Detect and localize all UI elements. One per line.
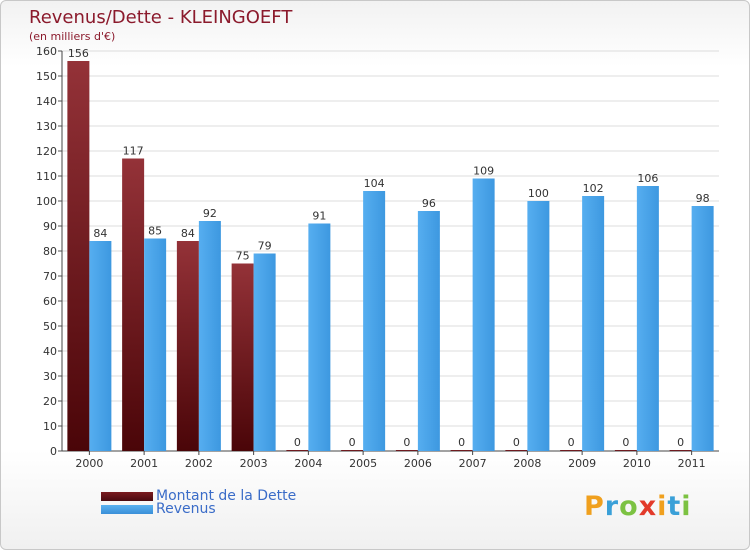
bar-dette xyxy=(395,450,418,451)
x-tick-label: 2006 xyxy=(404,457,432,470)
bar-revenus xyxy=(308,223,331,451)
x-tick-label: 2000 xyxy=(75,457,103,470)
data-label-dette: 84 xyxy=(181,227,195,240)
chart-subtitle: (en milliers d'€) xyxy=(29,30,116,43)
bar-dette xyxy=(341,450,364,451)
x-tick-label: 2008 xyxy=(513,457,541,470)
data-label-revenus: 96 xyxy=(422,197,436,210)
legend-swatch-dette xyxy=(101,491,153,501)
bar-revenus xyxy=(89,241,112,451)
y-tick-label: 140 xyxy=(36,95,57,108)
y-tick-label: 130 xyxy=(36,120,57,133)
y-tick-label: 60 xyxy=(43,295,57,308)
chart-title: Revenus/Dette - KLEINGOEFT xyxy=(29,7,293,28)
legend-label-revenus: Revenus xyxy=(156,501,216,517)
data-label-dette: 117 xyxy=(123,145,144,158)
data-label-dette: 0 xyxy=(622,436,629,449)
data-label-dette: 0 xyxy=(403,436,410,449)
bar-revenus xyxy=(363,191,386,451)
data-label-dette: 0 xyxy=(349,436,356,449)
bar-dette xyxy=(286,450,309,451)
data-label-revenus: 100 xyxy=(528,187,549,200)
data-label-revenus: 92 xyxy=(203,207,217,220)
y-tick-label: 70 xyxy=(43,270,57,283)
legend-swatch-revenus xyxy=(101,504,153,514)
x-tick-label: 2007 xyxy=(459,457,487,470)
x-tick-label: 2009 xyxy=(568,457,596,470)
logo-letter: o xyxy=(619,491,639,522)
bar-dette xyxy=(505,450,528,451)
proxiti-logo: Proxiti xyxy=(584,491,692,522)
bar-dette xyxy=(67,61,90,451)
data-label-revenus: 91 xyxy=(312,210,326,223)
bar-revenus xyxy=(253,253,276,451)
y-tick-label: 50 xyxy=(43,320,57,333)
x-tick-label: 2003 xyxy=(240,457,268,470)
data-label-revenus: 79 xyxy=(258,240,272,253)
bar-dette xyxy=(450,450,473,451)
y-tick-label: 10 xyxy=(43,420,57,433)
bar-revenus xyxy=(582,196,605,451)
data-label-revenus: 98 xyxy=(696,192,710,205)
y-tick-label: 110 xyxy=(36,170,57,183)
data-label-revenus: 109 xyxy=(473,165,494,178)
legend-item-dette: Montant de la Dette xyxy=(101,488,297,504)
bar-dette xyxy=(560,450,583,451)
bar-dette xyxy=(669,450,692,451)
bar-revenus xyxy=(417,211,440,451)
logo-letter: x xyxy=(638,491,658,522)
bar-revenus xyxy=(472,178,495,451)
x-tick-label: 2005 xyxy=(349,457,377,470)
data-label-revenus: 106 xyxy=(637,172,658,185)
data-label-dette: 0 xyxy=(677,436,684,449)
bar-revenus xyxy=(527,201,550,451)
data-label-dette: 0 xyxy=(458,436,465,449)
data-label-dette: 0 xyxy=(568,436,575,449)
bar-dette xyxy=(231,263,254,451)
data-label-revenus: 104 xyxy=(364,177,385,190)
y-tick-label: 0 xyxy=(50,445,57,458)
y-tick-label: 20 xyxy=(43,395,57,408)
legend-item-revenus: Revenus xyxy=(101,501,216,517)
x-tick-label: 2011 xyxy=(678,457,706,470)
bar-dette xyxy=(614,450,637,451)
bar-dette xyxy=(176,241,199,451)
x-tick-label: 2004 xyxy=(294,457,322,470)
data-label-dette: 75 xyxy=(236,250,250,263)
bar-revenus xyxy=(144,238,167,451)
y-tick-label: 90 xyxy=(43,220,57,233)
data-label-dette: 0 xyxy=(294,436,301,449)
data-label-revenus: 84 xyxy=(93,227,107,240)
logo-letter: t xyxy=(667,491,682,522)
logo-letter: i xyxy=(657,491,668,522)
logo-letter: P xyxy=(584,491,605,522)
y-tick-label: 150 xyxy=(36,70,57,83)
y-tick-label: 30 xyxy=(43,370,57,383)
y-tick-label: 160 xyxy=(36,45,57,58)
bar-dette xyxy=(122,158,145,451)
y-tick-label: 40 xyxy=(43,345,57,358)
x-tick-label: 2001 xyxy=(130,457,158,470)
logo-letter: r xyxy=(604,491,620,522)
bar-revenus xyxy=(636,186,659,451)
x-tick-label: 2010 xyxy=(623,457,651,470)
data-label-dette: 0 xyxy=(513,436,520,449)
bar-revenus xyxy=(691,206,714,451)
bar-revenus xyxy=(198,221,221,451)
y-tick-label: 120 xyxy=(36,145,57,158)
legend-label-dette: Montant de la Dette xyxy=(156,488,297,504)
data-label-dette: 156 xyxy=(68,47,89,60)
data-label-revenus: 85 xyxy=(148,225,162,238)
data-label-revenus: 102 xyxy=(583,182,604,195)
logo-letter: i xyxy=(681,491,692,522)
x-tick-label: 2002 xyxy=(185,457,213,470)
y-tick-label: 100 xyxy=(36,195,57,208)
y-tick-label: 80 xyxy=(43,245,57,258)
